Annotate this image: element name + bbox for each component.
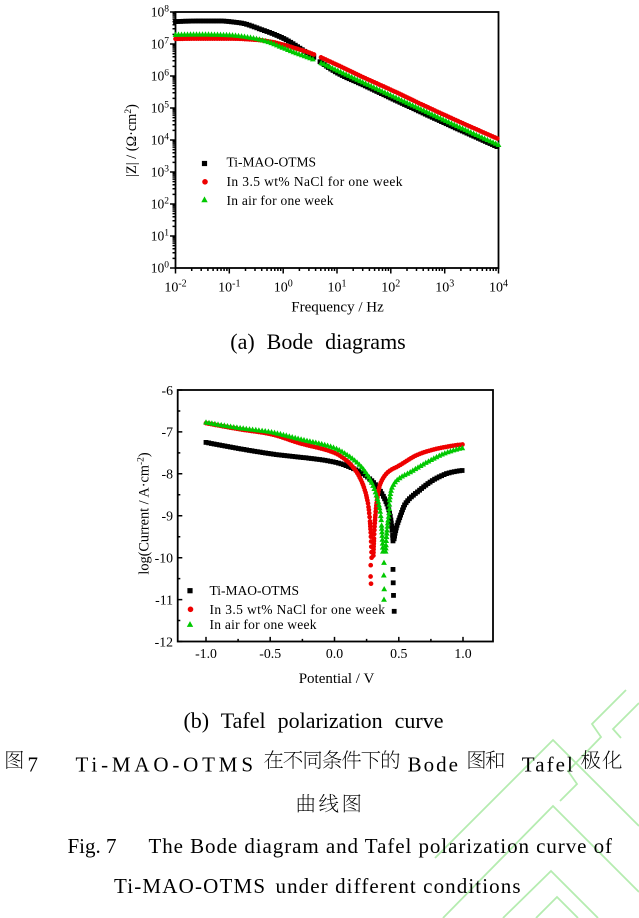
- svg-text:Ti-MAO-OTMS: Ti-MAO-OTMS: [227, 155, 317, 170]
- svg-text:(a) Bode diagrams: (a) Bode diagrams: [230, 329, 406, 354]
- svg-text:0.5: 0.5: [390, 646, 407, 661]
- svg-text:Tafel: Tafel: [522, 753, 573, 777]
- svg-text:100: 100: [151, 261, 170, 276]
- svg-text:|Z| / (Ω·cm2): |Z| / (Ω·cm2): [124, 104, 140, 177]
- svg-text:1.0: 1.0: [454, 646, 471, 661]
- svg-text:106: 106: [151, 69, 170, 84]
- svg-text:-0.5: -0.5: [259, 646, 281, 661]
- svg-text:0.0: 0.0: [326, 646, 343, 661]
- svg-text:102: 102: [151, 197, 170, 212]
- svg-text:Potential / V: Potential / V: [299, 671, 375, 687]
- svg-text:under different conditions: under different conditions: [276, 874, 521, 898]
- svg-text:108: 108: [151, 5, 170, 20]
- svg-text:101: 101: [151, 229, 170, 244]
- svg-text:-8: -8: [162, 467, 174, 482]
- svg-text:Ti-MAO-OTMS: Ti-MAO-OTMS: [76, 753, 254, 777]
- svg-text:In air for one week: In air for one week: [227, 193, 334, 208]
- svg-text:Ti-MAO-OTMS: Ti-MAO-OTMS: [210, 583, 300, 598]
- svg-text:107: 107: [151, 37, 170, 52]
- svg-text:Ti-MAO-OTMS: Ti-MAO-OTMS: [114, 874, 265, 898]
- svg-text:102: 102: [381, 279, 400, 296]
- svg-text:100: 100: [274, 279, 293, 296]
- svg-text:Fig. 7: Fig. 7: [68, 834, 117, 858]
- svg-text:105: 105: [151, 101, 170, 116]
- svg-text:In 3.5 wt% NaCl for one week: In 3.5 wt% NaCl for one week: [210, 602, 386, 617]
- svg-text:In air for one week: In air for one week: [210, 617, 317, 632]
- svg-text:103: 103: [151, 165, 170, 180]
- svg-text:10-1: 10-1: [218, 279, 240, 296]
- svg-text:101: 101: [328, 279, 347, 296]
- svg-text:103: 103: [435, 279, 454, 296]
- svg-text:104: 104: [151, 133, 170, 148]
- svg-text:-9: -9: [162, 509, 174, 524]
- svg-text:10-2: 10-2: [164, 279, 186, 296]
- svg-text:-7: -7: [162, 425, 174, 440]
- svg-text:104: 104: [489, 279, 508, 296]
- svg-text:-12: -12: [155, 634, 173, 649]
- svg-text:Bode: Bode: [408, 753, 458, 777]
- svg-text:-11: -11: [155, 592, 173, 607]
- svg-text:Frequency / Hz: Frequency / Hz: [291, 300, 384, 316]
- svg-text:-1.0: -1.0: [195, 646, 217, 661]
- svg-text:(b) Tafel polarization curve: (b) Tafel polarization curve: [183, 708, 443, 733]
- svg-text:log(Current / A·cm-2): log(Current / A·cm-2): [137, 452, 153, 575]
- svg-text:The Bode diagram and Tafel pol: The Bode diagram and Tafel polarization …: [149, 834, 613, 858]
- svg-text:In 3.5 wt% NaCl for one week: In 3.5 wt% NaCl for one week: [227, 174, 403, 189]
- svg-text:-10: -10: [155, 551, 173, 566]
- svg-text:7: 7: [28, 753, 39, 777]
- svg-text:-6: -6: [162, 383, 174, 398]
